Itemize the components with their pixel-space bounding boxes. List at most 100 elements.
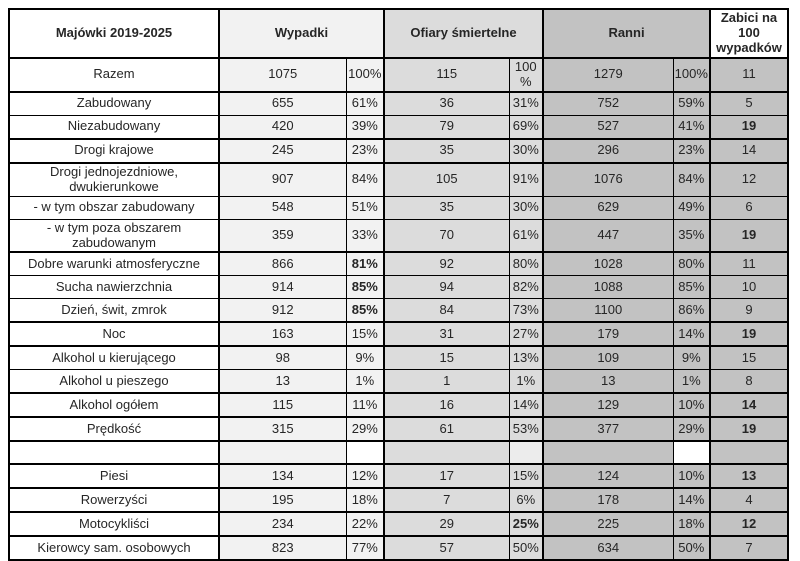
ofiary-percent-cell: 73% (508, 298, 544, 324)
row-label: Razem (8, 57, 220, 93)
ranni-percent-cell: 100% (672, 57, 711, 93)
table-row: Drogi krajowe 245 23% 35 30% 296 23% 14 (8, 138, 789, 164)
wypadki-percent-cell: 61% (345, 91, 385, 116)
ranni-count-cell: 377 (542, 416, 674, 443)
wypadki-count-cell: 134 (218, 463, 347, 490)
wypadki-count-cell: 245 (218, 138, 347, 164)
ranni-count-cell: 447 (542, 218, 674, 254)
ofiary-percent-cell: 25% (508, 511, 544, 538)
wypadki-percent-cell: 12% (345, 463, 385, 490)
ofiary-percent-cell: 80% (508, 251, 544, 277)
wypadki-percent-cell: 18% (345, 487, 385, 514)
wypadki-percent-cell: 77% (345, 535, 385, 561)
ranni-percent-cell (672, 440, 711, 466)
header-ofiary: Ofiary śmiertelne (383, 8, 544, 59)
zabici-cell: 19 (709, 416, 789, 443)
ranni-percent-cell: 14% (672, 487, 711, 514)
ranni-count-cell: 179 (542, 321, 674, 348)
table-row: Rowerzyści 195 18% 7 6% 178 14% 4 (8, 487, 789, 514)
ranni-percent-cell: 85% (672, 275, 711, 300)
table-row: Piesi 134 12% 17 15% 124 10% 13 (8, 463, 789, 490)
table-row: - w tym obszar zabudowany 548 51% 35 30% 629 4… (8, 195, 789, 220)
ranni-percent-cell: 14% (672, 321, 711, 348)
ofiary-percent-cell: 61% (508, 218, 544, 254)
ofiary-percent-cell: 100 % (508, 57, 544, 93)
statistics-table: Majówki 2019-2025 Wypadki Ofiary śmierte… (8, 8, 789, 561)
wypadki-percent-cell: 22% (345, 511, 385, 538)
wypadki-count-cell: 195 (218, 487, 347, 514)
wypadki-count-cell: 234 (218, 511, 347, 538)
ofiary-count-cell: 79 (383, 114, 510, 140)
ranni-count-cell: 178 (542, 487, 674, 514)
ranni-count-cell: 1028 (542, 251, 674, 277)
ranni-count-cell: 1088 (542, 275, 674, 300)
ranni-count-cell: 1076 (542, 162, 674, 197)
wypadki-count-cell: 98 (218, 345, 347, 371)
wypadki-percent-cell: 39% (345, 114, 385, 140)
ranni-percent-cell: 80% (672, 251, 711, 277)
zabici-cell: 5 (709, 91, 789, 116)
ranni-percent-cell: 10% (672, 463, 711, 490)
header-ranni: Ranni (542, 8, 711, 59)
table-row: Dzień, świt, zmrok 912 85% 84 73% 1100 86% 9 (8, 298, 789, 324)
ranni-count-cell: 13 (542, 369, 674, 395)
row-label: Piesi (8, 463, 220, 490)
ranni-count-cell: 109 (542, 345, 674, 371)
ranni-count-cell: 296 (542, 138, 674, 164)
ofiary-count-cell: 57 (383, 535, 510, 561)
row-label: Sucha nawierzchnia (8, 275, 220, 300)
ranni-count-cell: 124 (542, 463, 674, 490)
ofiary-count-cell: 84 (383, 298, 510, 324)
wypadki-count-cell: 655 (218, 91, 347, 116)
row-label (8, 440, 220, 466)
wypadki-percent-cell: 51% (345, 195, 385, 220)
zabici-cell: 13 (709, 463, 789, 490)
row-label: Dobre warunki atmosferyczne (8, 251, 220, 277)
row-label: Alkohol u pieszego (8, 369, 220, 395)
ofiary-percent-cell: 15% (508, 463, 544, 490)
ofiary-count-cell: 17 (383, 463, 510, 490)
zabici-cell: 6 (709, 195, 789, 220)
wypadki-count-cell: 315 (218, 416, 347, 443)
ofiary-percent-cell: 27% (508, 321, 544, 348)
ranni-percent-cell: 10% (672, 392, 711, 419)
table-row: Alkohol u kierującego 98 9% 15 13% 109 9% 15 (8, 345, 789, 371)
ofiary-percent-cell: 53% (508, 416, 544, 443)
table-title: Majówki 2019-2025 (8, 8, 220, 59)
ofiary-percent-cell: 82% (508, 275, 544, 300)
wypadki-percent-cell: 29% (345, 416, 385, 443)
ofiary-percent-cell: 30% (508, 138, 544, 164)
ranni-count-cell: 225 (542, 511, 674, 538)
wypadki-percent-cell (345, 440, 385, 466)
header-zabici: Zabici na 100 wypadków (709, 8, 789, 59)
wypadki-percent-cell: 23% (345, 138, 385, 164)
table-body: Razem 1075 100% 115 100 % 1279 100% 11 Zabudowan… (8, 57, 789, 561)
ranni-percent-cell: 50% (672, 535, 711, 561)
row-label: Kierowcy sam. osobowych (8, 535, 220, 561)
wypadki-percent-cell: 85% (345, 275, 385, 300)
wypadki-count-cell: 548 (218, 195, 347, 220)
row-label: - w tym obszar zabudowany (8, 195, 220, 220)
ofiary-count-cell: 35 (383, 195, 510, 220)
ofiary-percent-cell: 14% (508, 392, 544, 419)
ranni-count-cell: 129 (542, 392, 674, 419)
wypadki-count-cell (218, 440, 347, 466)
ofiary-count-cell: 16 (383, 392, 510, 419)
zabici-cell: 14 (709, 392, 789, 419)
ofiary-count-cell: 115 (383, 57, 510, 93)
ofiary-count-cell: 29 (383, 511, 510, 538)
wypadki-count-cell: 907 (218, 162, 347, 197)
table-row: Alkohol u pieszego 13 1% 1 1% 13 1% 8 (8, 369, 789, 395)
ranni-percent-cell: 35% (672, 218, 711, 254)
table-row: - w tym poza obszarem zabudowanym 359 33% 7… (8, 218, 789, 254)
header-wypadki: Wypadki (218, 8, 385, 59)
zabici-cell: 12 (709, 511, 789, 538)
ofiary-percent-cell: 31% (508, 91, 544, 116)
table-row: Sucha nawierzchnia 914 85% 94 82% 1088 85% 10 (8, 275, 789, 300)
row-label: Zabudowany (8, 91, 220, 116)
ofiary-percent-cell: 30% (508, 195, 544, 220)
ranni-percent-cell: 1% (672, 369, 711, 395)
row-label: Prędkość (8, 416, 220, 443)
wypadki-count-cell: 912 (218, 298, 347, 324)
row-label: Drogi krajowe (8, 138, 220, 164)
